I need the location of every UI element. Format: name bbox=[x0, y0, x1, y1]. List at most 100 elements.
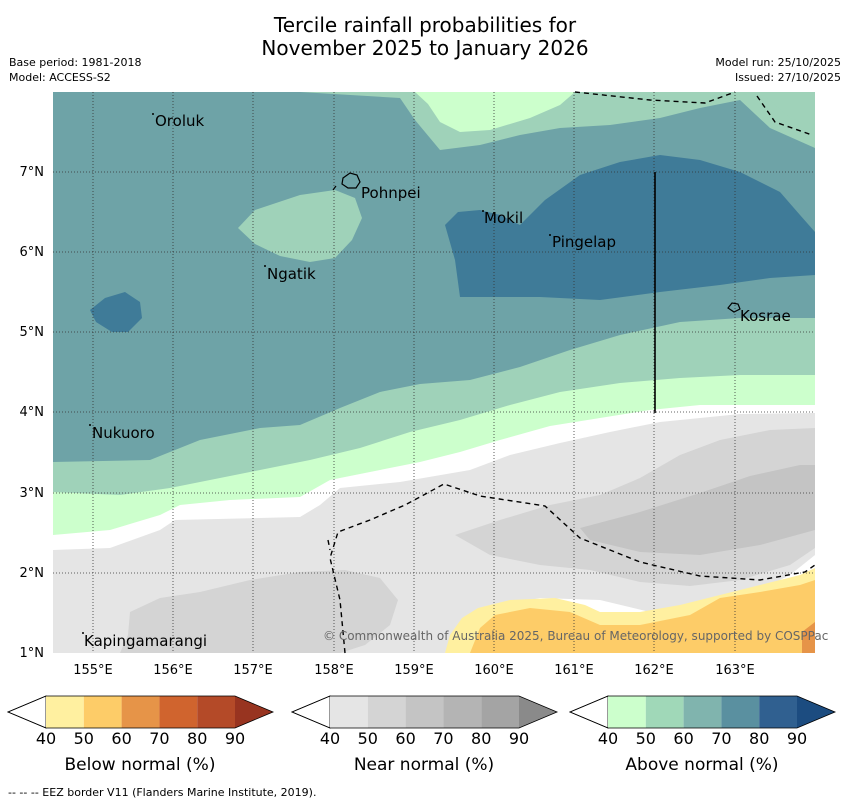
near-normal-label: Near normal (%) bbox=[353, 755, 495, 775]
above-normal-40-50-top bbox=[415, 92, 575, 132]
lat-label: 2°N bbox=[20, 566, 45, 581]
meta-left: Base period: 1981-2018 Model: ACCESS-S2 bbox=[9, 55, 141, 85]
atoll-markers bbox=[82, 113, 551, 634]
below-colorbar-tick: 60 bbox=[111, 729, 131, 748]
lon-label: 157°E bbox=[233, 663, 273, 678]
below-colorbar-high-extend bbox=[235, 696, 273, 728]
above-colorbar-tick: 80 bbox=[749, 729, 769, 748]
below-colorbar-outline bbox=[6, 695, 275, 729]
below-colorbar-segment bbox=[121, 696, 160, 728]
meta-right: Model run: 25/10/2025 Issued: 27/10/2025 bbox=[715, 55, 841, 85]
above-normal-50-60-corner bbox=[700, 92, 815, 125]
above-colorbar-low-extend bbox=[568, 695, 609, 729]
copyright-notice: © Commonwealth of Australia 2025, Bureau… bbox=[323, 629, 828, 643]
above-normal-50-60-top bbox=[300, 92, 815, 150]
above-normal-label: Above normal (%) bbox=[625, 755, 779, 775]
near-colorbar-tick: 60 bbox=[395, 729, 415, 748]
above-colorbar-high-extend bbox=[797, 696, 835, 728]
below-colorbar-segment bbox=[159, 696, 198, 728]
label-mokil: Mokil bbox=[484, 209, 523, 227]
title-line-1: Tercile rainfall probabilities for bbox=[273, 13, 577, 37]
title-line-2: November 2025 to January 2026 bbox=[261, 36, 589, 60]
above-colorbar-segment bbox=[759, 696, 797, 728]
eez-borders bbox=[327, 91, 816, 654]
above-colorbar-outline bbox=[568, 695, 837, 729]
lat-label: 3°N bbox=[20, 486, 45, 501]
below-colorbar-tick: 70 bbox=[149, 729, 169, 748]
above-normal-50-60-patch bbox=[238, 190, 362, 262]
label-kapingamarangi: Kapingamarangi bbox=[84, 632, 207, 650]
probability-fields bbox=[53, 92, 815, 653]
above-colorbar-tick: 40 bbox=[598, 729, 618, 748]
lon-label: 156°E bbox=[153, 663, 193, 678]
above-colorbar-segment bbox=[683, 696, 722, 728]
lon-label: 160°E bbox=[474, 663, 514, 678]
lon-label: 162°E bbox=[634, 663, 674, 678]
below-colorbar-tick: 80 bbox=[187, 729, 207, 748]
near-normal-60-70-east bbox=[580, 465, 815, 555]
lon-label: 155°E bbox=[73, 663, 113, 678]
label-pingelap: Pingelap bbox=[552, 233, 616, 251]
near-colorbar-segment bbox=[405, 696, 444, 728]
lat-label: 7°N bbox=[20, 165, 45, 180]
near-colorbar-segment bbox=[367, 696, 406, 728]
lon-axis: 155°E 156°E 157°E 158°E 159°E 160°E 161°… bbox=[73, 663, 755, 678]
below-colorbar-segment bbox=[46, 696, 84, 728]
near-colorbar-tick: 90 bbox=[509, 729, 529, 748]
below-colorbar-tick: 50 bbox=[74, 729, 94, 748]
lon-label: 158°E bbox=[314, 663, 354, 678]
model-name: Model: ACCESS-S2 bbox=[9, 71, 111, 84]
lat-label: 5°N bbox=[20, 325, 45, 340]
label-pohnpei: Pohnpei bbox=[361, 184, 421, 202]
near-colorbar-tick: 50 bbox=[358, 729, 378, 748]
near-colorbar-tick: 40 bbox=[320, 729, 340, 748]
pohnpei-outline bbox=[341, 172, 361, 189]
near-colorbar-segment bbox=[443, 696, 482, 728]
lon-label: 161°E bbox=[554, 663, 594, 678]
lon-label: 163°E bbox=[715, 663, 755, 678]
above-colorbar-tick: 50 bbox=[636, 729, 656, 748]
near-colorbar-tick: 80 bbox=[471, 729, 491, 748]
base-period: Base period: 1981-2018 bbox=[9, 56, 142, 69]
below-normal-50-60-field bbox=[470, 580, 815, 653]
above-colorbar-tick: 60 bbox=[673, 729, 693, 748]
lat-label: 4°N bbox=[20, 405, 45, 420]
label-ngatik: Ngatik bbox=[267, 265, 316, 283]
near-colorbar-low-extend bbox=[290, 695, 331, 729]
near-colorbar-outline bbox=[290, 695, 559, 729]
below-normal-label: Below normal (%) bbox=[64, 755, 216, 775]
label-oroluk: Oroluk bbox=[155, 112, 204, 130]
above-colorbar-segment bbox=[645, 696, 684, 728]
below-normal-60-70-patch bbox=[802, 622, 815, 653]
above-colorbar-tick: 90 bbox=[787, 729, 807, 748]
lat-label: 1°N bbox=[20, 646, 45, 661]
above-normal-70-80-patch bbox=[90, 292, 142, 332]
above-colorbar-segment bbox=[608, 696, 646, 728]
model-run: Model run: 25/10/2025 bbox=[715, 56, 841, 69]
below-colorbar-tick: 90 bbox=[225, 729, 245, 748]
graticule bbox=[53, 92, 815, 653]
near-colorbar-segment bbox=[330, 696, 368, 728]
lat-label: 6°N bbox=[20, 245, 45, 260]
issued-date: Issued: 27/10/2025 bbox=[734, 71, 841, 84]
near-colorbar-tick: 70 bbox=[433, 729, 453, 748]
near-normal-50-60-patch bbox=[120, 570, 398, 653]
map-title: Tercile rainfall probabilities for Novem… bbox=[0, 14, 850, 60]
label-nukuoro: Nukuoro bbox=[92, 424, 155, 442]
above-colorbar-tick: 70 bbox=[711, 729, 731, 748]
colorbars: 40 50 60 70 80 90 40 50 60 70 80 90 40 50 60 70 80 90 bbox=[6, 695, 837, 748]
below-colorbar-tick: 40 bbox=[36, 729, 56, 748]
above-normal-70-80-field bbox=[445, 155, 815, 300]
eez-footnote: -- -- -- EEZ border V11 (Flanders Marine… bbox=[8, 786, 317, 799]
lon-label: 159°E bbox=[394, 663, 434, 678]
below-colorbar-segment bbox=[197, 696, 235, 728]
label-kosrae: Kosrae bbox=[740, 307, 791, 325]
near-colorbar-segment bbox=[481, 696, 519, 728]
below-colorbar-segment bbox=[83, 696, 122, 728]
below-colorbar-low-extend bbox=[6, 695, 47, 729]
above-colorbar-segment bbox=[721, 696, 760, 728]
near-colorbar-high-extend bbox=[519, 696, 557, 728]
island-outlines bbox=[332, 172, 741, 313]
kosrae-outline bbox=[727, 302, 741, 313]
